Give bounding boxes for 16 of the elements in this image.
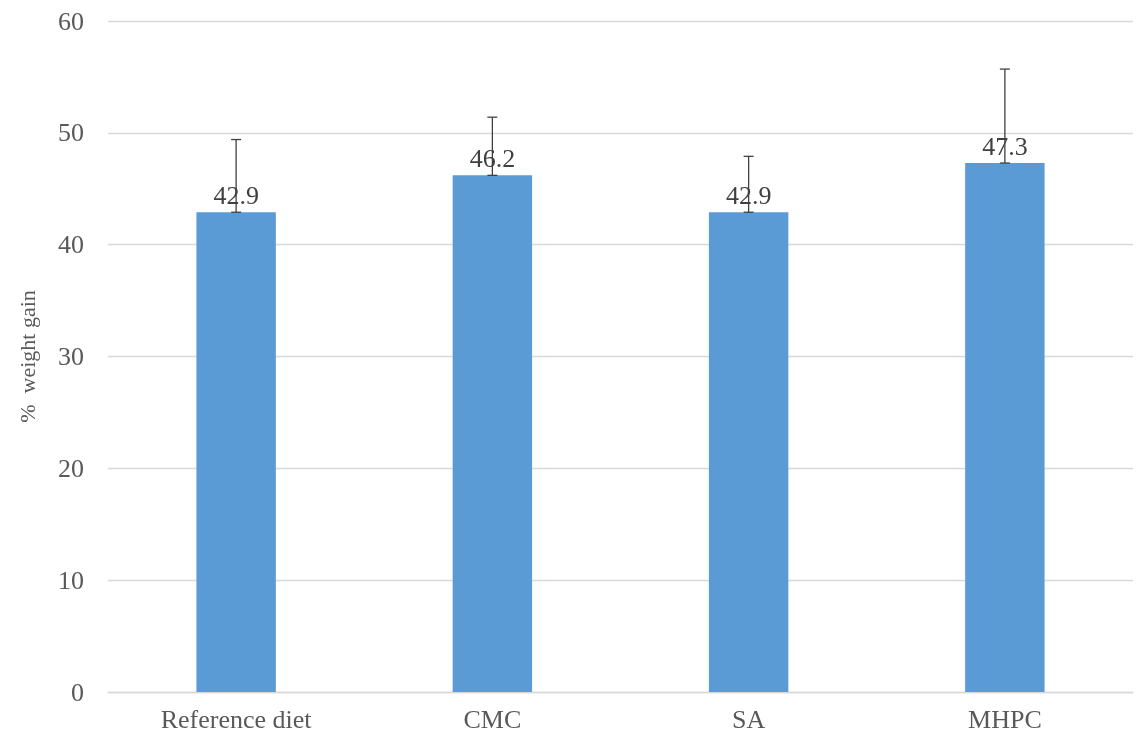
y-tick-label: 50 [58, 118, 84, 148]
y-tick-label: 0 [71, 677, 84, 707]
y-axis-title: % weight gain [14, 290, 40, 423]
x-tick-label: SA [732, 704, 766, 734]
x-tick-label: Reference diet [160, 704, 313, 734]
y-tick-label: 30 [58, 342, 84, 371]
x-tick-label: CMC [463, 704, 522, 734]
y-tick-label: 10 [58, 565, 84, 595]
bar [196, 212, 276, 692]
y-tick-label: 60 [58, 6, 84, 36]
bar [965, 163, 1045, 692]
bar [708, 212, 789, 692]
bar [452, 175, 533, 692]
y-tick-label: 40 [58, 230, 84, 260]
x-tick-label: MHPC [968, 704, 1042, 734]
y-tick-label: 20 [58, 453, 84, 483]
